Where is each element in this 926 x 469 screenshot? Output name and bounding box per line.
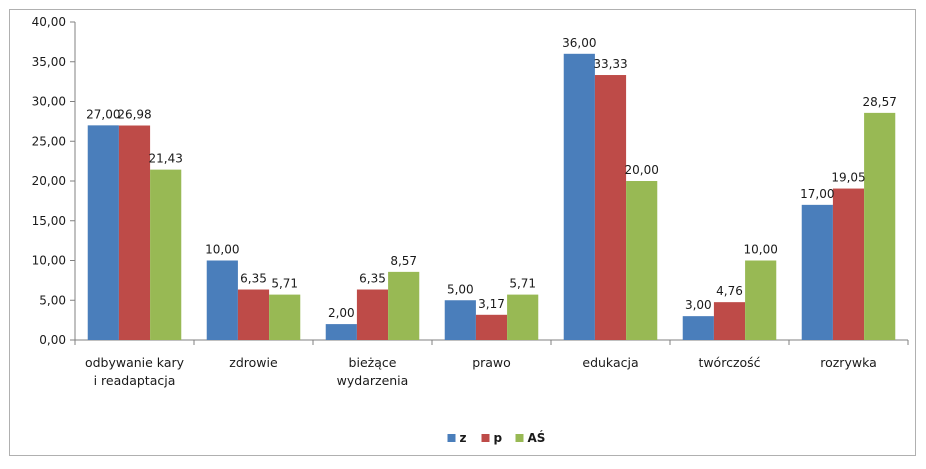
bar-z [801, 204, 833, 340]
x-category-label-line: wydarzenia [337, 373, 409, 388]
data-label: 21,43 [148, 152, 182, 166]
x-category-label: edukacja [582, 355, 638, 370]
bar-p [832, 188, 865, 340]
data-label: 3,00 [685, 298, 712, 312]
bar-aś [269, 294, 301, 340]
bar-p [713, 302, 746, 340]
x-category-label-line: twórczość [698, 355, 760, 370]
y-tick-label: 20,00 [32, 174, 66, 188]
legend-swatch-aś [515, 434, 524, 442]
data-label: 5,71 [509, 277, 536, 291]
bar-aś [745, 260, 777, 340]
data-label: 36,00 [562, 36, 596, 50]
y-axis: 0,00 5,00 10,00 15,00 20,00 25,00 30,00 35,00 40… [32, 15, 76, 347]
bar-p [118, 125, 151, 340]
data-label: 26,98 [117, 108, 151, 122]
legend-swatch-p [481, 434, 490, 442]
data-label: 6,35 [240, 272, 267, 286]
data-label: 4,76 [716, 284, 743, 298]
y-tick-label: 40,00 [32, 15, 66, 29]
bar-p [356, 289, 389, 340]
bar-p [594, 75, 627, 341]
data-labels: 27,00 10,00 2,00 5,00 36,00 3,00 17,00 26,98 6,3… [86, 36, 897, 320]
y-tick-label: 35,00 [32, 55, 66, 69]
y-tick-label: 25,00 [32, 134, 66, 148]
data-label: 6,35 [359, 272, 386, 286]
x-category-label-line: odbywanie kary [85, 355, 185, 370]
data-label: 10,00 [205, 243, 239, 257]
bar-z [87, 125, 119, 340]
bar-aś [507, 294, 539, 340]
data-label: 20,00 [624, 163, 658, 177]
data-label: 10,00 [743, 243, 777, 257]
y-tick-label: 30,00 [32, 95, 66, 109]
x-category-label-line: bieżące [349, 355, 397, 370]
x-category-label: twórczość [698, 355, 760, 370]
x-category-label-line: edukacja [582, 355, 638, 370]
data-label: 3,17 [478, 297, 505, 311]
x-category-label: odbywanie kary i readaptacja [85, 355, 185, 388]
bar-z [682, 316, 714, 340]
x-category-label: prawo [472, 355, 511, 370]
data-label: 27,00 [86, 107, 120, 121]
data-label: 28,57 [862, 95, 896, 109]
y-tick-label: 15,00 [32, 214, 66, 228]
legend: z p AŚ [447, 430, 546, 445]
x-category-label-line: prawo [472, 355, 511, 370]
bar-aś [864, 112, 896, 340]
bar-aś [626, 181, 658, 340]
data-label: 8,57 [390, 254, 417, 268]
x-category-label: bieżące wydarzenia [337, 355, 409, 388]
bar-z [563, 53, 595, 341]
x-category-label-line: i readaptacja [94, 373, 176, 388]
x-category-label-line: rozrywka [820, 355, 877, 370]
legend-label: AŚ [528, 430, 546, 445]
bar-z [444, 300, 476, 340]
data-label: 2,00 [328, 306, 355, 320]
bar-p [475, 314, 508, 340]
x-category-label-line: zdrowie [229, 355, 278, 370]
bar-aś [150, 169, 182, 340]
bar-z [206, 260, 238, 340]
y-tick-label: 10,00 [32, 254, 66, 268]
data-label: 17,00 [800, 187, 834, 201]
bar-aś [388, 271, 420, 340]
legend-label: p [494, 431, 503, 445]
data-label: 33,33 [593, 57, 627, 71]
data-label: 5,71 [271, 277, 298, 291]
legend-label: z [460, 431, 467, 445]
bar-p [237, 289, 270, 340]
y-tick-label: 5,00 [39, 293, 66, 307]
legend-swatch-z [447, 434, 456, 442]
bars [87, 53, 896, 341]
data-label: 5,00 [447, 282, 474, 296]
x-category-label: rozrywka [820, 355, 877, 370]
data-label: 19,05 [831, 171, 865, 185]
bar-z [325, 324, 357, 340]
x-category-label: zdrowie [229, 355, 278, 370]
y-tick-label: 0,00 [39, 333, 66, 347]
